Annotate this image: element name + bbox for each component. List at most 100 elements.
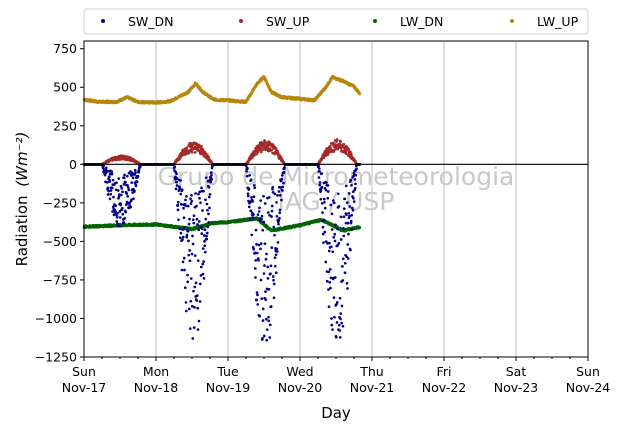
data-point [245, 174, 249, 178]
data-point [134, 184, 138, 188]
data-point [180, 188, 184, 192]
data-point [184, 204, 188, 208]
data-point [259, 199, 263, 203]
data-point [176, 201, 180, 204]
data-point [345, 201, 349, 204]
y-tick-label: −1000 [35, 311, 77, 326]
data-point [333, 148, 337, 151]
data-point [256, 303, 260, 306]
data-point [102, 164, 106, 168]
data-point [282, 170, 286, 174]
data-point [206, 208, 209, 212]
data-point [327, 305, 331, 309]
data-point [354, 182, 357, 186]
data-point [116, 189, 120, 192]
data-point [347, 192, 351, 195]
data-point [264, 298, 268, 301]
data-point [272, 225, 276, 229]
data-point [193, 305, 196, 309]
data-point [262, 194, 265, 198]
data-point [103, 173, 107, 177]
data-point [117, 193, 121, 196]
data-point [324, 260, 328, 264]
data-point [120, 206, 124, 210]
data-point [179, 202, 183, 206]
data-point [321, 211, 324, 214]
data-point [193, 254, 197, 257]
data-point [320, 185, 324, 189]
data-point [174, 175, 177, 179]
data-point [197, 192, 200, 196]
data-point [322, 218, 326, 222]
data-point [257, 210, 261, 213]
y-axis-units: (Wm⁻²) [13, 132, 31, 187]
data-point [200, 186, 203, 190]
data-point [348, 205, 352, 208]
data-point [193, 151, 197, 154]
data-point [260, 217, 263, 221]
data-point [184, 309, 188, 313]
data-point [187, 222, 191, 226]
y-tick-label: −250 [43, 195, 77, 210]
data-point [343, 271, 347, 275]
data-point [250, 233, 254, 237]
data-point [176, 203, 180, 207]
data-point [197, 319, 201, 323]
data-point [274, 253, 278, 257]
data-point [203, 244, 207, 248]
data-point [273, 256, 277, 260]
data-point [109, 192, 113, 196]
data-point [132, 197, 135, 201]
data-point [178, 156, 182, 160]
data-point [186, 273, 189, 277]
data-point [267, 319, 271, 323]
data-point [333, 239, 337, 243]
data-point [321, 225, 325, 229]
data-point [114, 210, 117, 213]
data-point [195, 217, 199, 221]
y-axis-title: Radiation (Wm⁻²) [13, 132, 31, 267]
data-point [207, 195, 211, 199]
data-point [105, 170, 109, 173]
data-point [107, 175, 111, 179]
data-point [196, 223, 199, 226]
data-point [199, 225, 203, 229]
data-point [331, 199, 335, 202]
data-point [251, 200, 255, 203]
data-point [351, 190, 355, 194]
data-point [273, 264, 277, 268]
data-point [134, 171, 137, 175]
data-point [118, 216, 122, 219]
data-point [253, 267, 257, 270]
data-point [179, 179, 182, 182]
data-point [264, 290, 267, 293]
data-point [255, 242, 258, 246]
data-point [201, 209, 204, 212]
data-point [125, 174, 129, 178]
data-point [354, 173, 358, 177]
data-point [133, 168, 137, 172]
watermark-line-2: IAG / USP [278, 187, 395, 216]
data-point [273, 192, 277, 196]
data-point [353, 186, 357, 190]
data-point [349, 248, 352, 252]
data-point [330, 323, 334, 327]
data-point [261, 319, 265, 322]
data-point [126, 183, 129, 187]
data-point [175, 180, 179, 184]
data-point [347, 232, 350, 236]
data-point [195, 294, 199, 298]
data-point [184, 198, 187, 202]
data-point [345, 213, 348, 217]
data-point [198, 196, 201, 200]
data-point [282, 181, 285, 185]
data-point [123, 217, 127, 220]
data-point [258, 219, 262, 223]
data-point [207, 155, 211, 159]
data-point [275, 250, 279, 253]
data-point [272, 296, 276, 300]
data-point [277, 190, 281, 193]
data-point [195, 299, 199, 302]
data-point [358, 92, 362, 96]
data-point [328, 241, 331, 245]
